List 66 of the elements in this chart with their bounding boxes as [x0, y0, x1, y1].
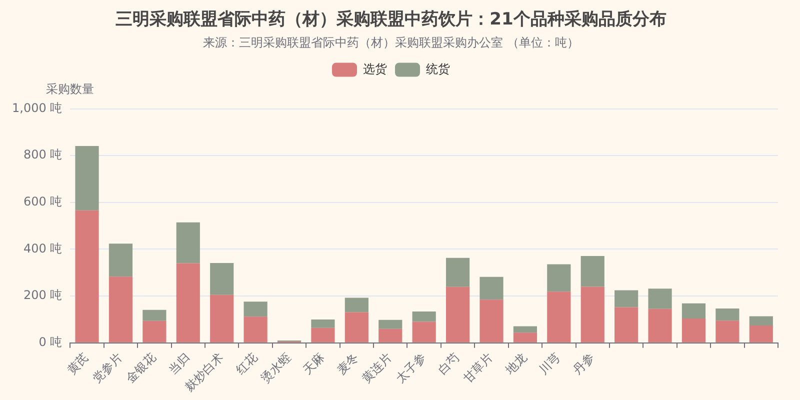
bar	[412, 322, 436, 342]
legend-label: 选货	[363, 62, 387, 76]
x-tick-label: 地龙	[502, 350, 530, 378]
bar	[480, 300, 504, 342]
bar	[749, 326, 773, 342]
bar	[648, 288, 672, 309]
y-tick-label: 400 吨	[23, 241, 62, 256]
legend-label: 统货	[426, 62, 450, 76]
bar	[614, 290, 638, 308]
x-tick-label: 麦冬	[334, 350, 361, 378]
x-tick-label: 烫水蛭	[258, 350, 294, 386]
bar	[210, 294, 234, 342]
x-tick-label: 白芍	[435, 350, 462, 378]
x-tick-label: 川芎	[536, 350, 564, 378]
bar	[244, 316, 268, 342]
bar	[412, 312, 436, 322]
bar	[716, 320, 740, 342]
bar	[344, 312, 368, 342]
x-tick-label: 甘草片	[460, 350, 496, 386]
x-tick-label: 黄连片	[359, 350, 395, 386]
bar	[547, 264, 571, 292]
bar	[108, 276, 133, 342]
bar	[142, 310, 166, 321]
bar	[378, 320, 402, 329]
bar	[580, 256, 604, 287]
x-tick-label: 丹参	[570, 350, 597, 378]
x-tick-label: 红花	[233, 350, 260, 378]
y-tick-label: 0 吨	[38, 335, 62, 349]
bar	[176, 222, 200, 264]
bar	[648, 308, 672, 342]
x-tick-label: 太子参	[393, 350, 428, 386]
y-tick-label: 1,000 吨	[12, 100, 62, 115]
x-tick-label: 党参片	[90, 350, 126, 386]
bar	[580, 286, 604, 342]
bar	[446, 286, 470, 342]
bar	[176, 263, 200, 342]
bar	[480, 276, 504, 300]
bar	[716, 308, 740, 321]
bar	[311, 319, 335, 328]
bar	[344, 298, 368, 312]
bar	[244, 302, 268, 317]
y-tick-label: 600 吨	[23, 194, 62, 209]
bar	[614, 307, 638, 342]
x-tick-label: 当归	[166, 350, 192, 378]
bar	[513, 326, 537, 333]
x-tick-label: 黄芪	[64, 350, 92, 378]
bar	[142, 320, 166, 342]
y-axis-title: 采购数量	[46, 82, 94, 96]
bar	[75, 146, 99, 210]
bar	[682, 318, 706, 342]
y-tick-label: 800 吨	[23, 148, 62, 162]
bar	[547, 292, 571, 342]
bar	[75, 210, 99, 342]
bar	[210, 263, 234, 295]
bar	[108, 244, 133, 277]
bar	[311, 328, 335, 342]
bar	[378, 328, 402, 342]
y-tick-label: 200 吨	[23, 288, 62, 302]
x-tick-label: 金银花	[123, 350, 159, 386]
bar	[446, 258, 470, 287]
bar	[749, 316, 773, 326]
bar	[682, 303, 706, 319]
chart-subtitle: 来源：三明采购联盟省际中药（材）采购联盟采购办公室 （单位：吨）	[203, 36, 579, 50]
chart-title: 三明采购联盟省际中药（材）采购联盟中药饮片：21个品种采购品质分布	[116, 10, 666, 30]
bar	[513, 332, 537, 342]
x-tick-label: 天麻	[300, 350, 328, 378]
